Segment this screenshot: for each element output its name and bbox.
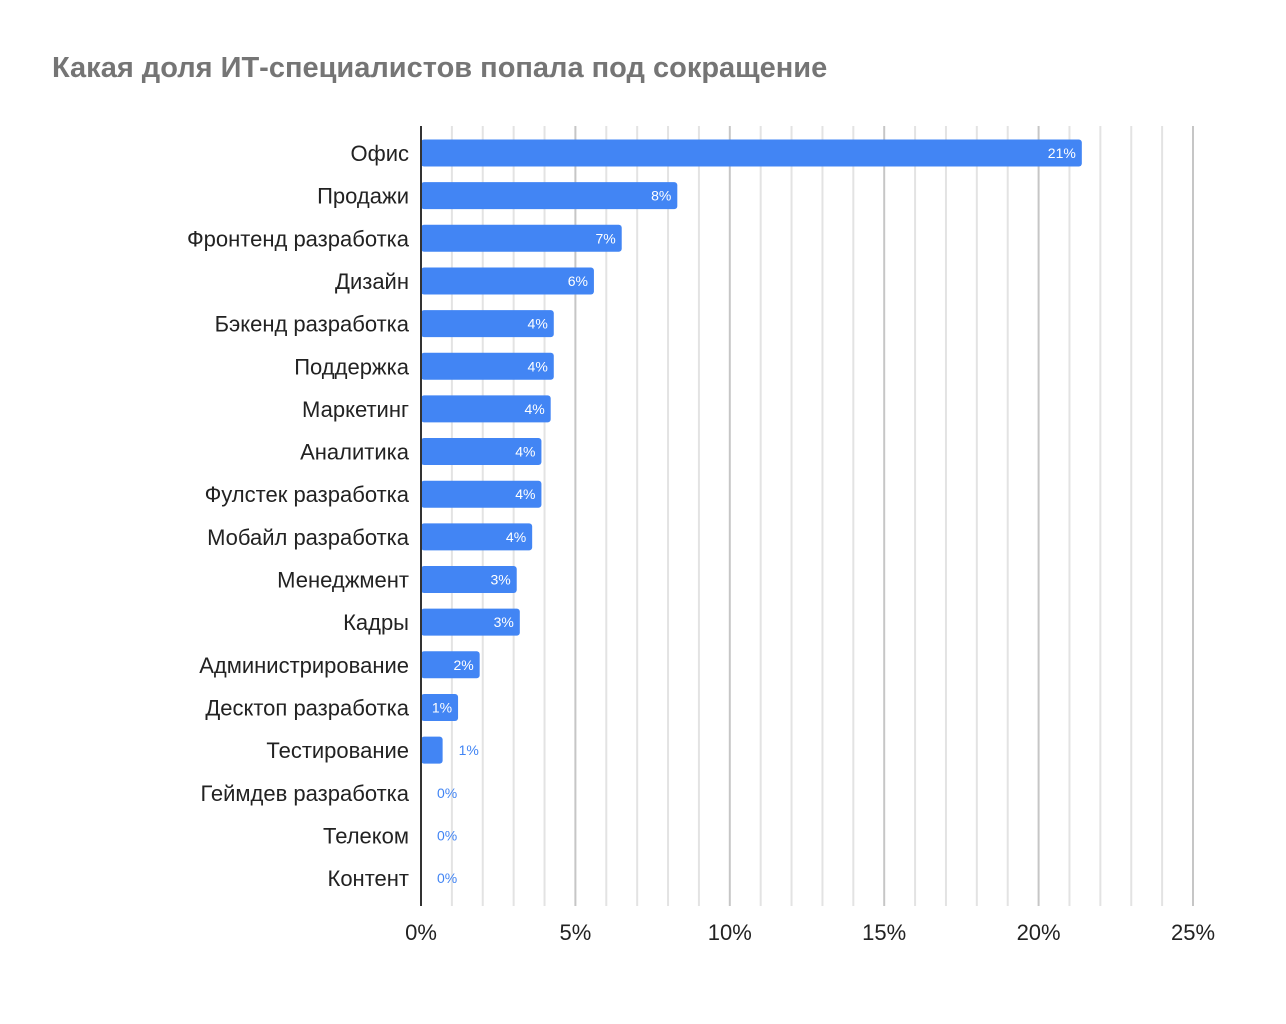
data-label: 0% <box>437 870 457 886</box>
category-label: Бэкенд разработка <box>215 312 410 337</box>
bar <box>421 310 554 338</box>
bar <box>421 608 520 636</box>
bar <box>421 480 542 508</box>
bar <box>421 224 622 252</box>
category-label: Фронтенд разработка <box>187 226 410 251</box>
data-label: 4% <box>515 486 535 502</box>
category-label: Менеджмент <box>277 568 409 593</box>
x-tick-label: 10% <box>708 920 752 945</box>
category-label: Фулстек разработка <box>205 482 410 507</box>
category-label: Дизайн <box>335 269 409 294</box>
x-tick-label: 25% <box>1171 920 1215 945</box>
data-label: 1% <box>432 699 452 715</box>
category-label: Контент <box>328 866 410 891</box>
category-label: Десктоп разработка <box>205 695 409 720</box>
data-label: 4% <box>528 316 548 332</box>
category-label: Офис <box>350 141 409 166</box>
data-label: 3% <box>490 572 510 588</box>
bar <box>421 651 480 679</box>
category-label: Продажи <box>317 184 409 209</box>
x-tick-label: 20% <box>1017 920 1061 945</box>
bar <box>421 395 551 423</box>
bar <box>421 267 594 295</box>
category-label: Телеком <box>323 823 409 848</box>
x-tick-label: 0% <box>405 920 437 945</box>
category-label: Геймдев разработка <box>200 781 409 806</box>
x-tick-label: 5% <box>560 920 592 945</box>
data-label: 1% <box>459 742 479 758</box>
category-label: Аналитика <box>300 440 410 465</box>
data-label: 6% <box>568 273 588 289</box>
category-label: Кадры <box>343 610 409 635</box>
data-label: 4% <box>506 529 526 545</box>
data-label: 8% <box>651 188 671 204</box>
data-label: 0% <box>437 827 457 843</box>
chart-title: Какая доля ИТ-специалистов попала под со… <box>52 52 828 84</box>
category-label: Тестирование <box>266 738 409 763</box>
data-label: 4% <box>515 444 535 460</box>
category-label: Мобайл разработка <box>207 525 410 550</box>
bar <box>421 352 554 380</box>
data-label: 2% <box>453 657 473 673</box>
category-label: Маркетинг <box>302 397 409 422</box>
data-label: 4% <box>524 401 544 417</box>
category-label: Администрирование <box>199 653 409 678</box>
x-tick-label: 15% <box>862 920 906 945</box>
data-label: 0% <box>437 785 457 801</box>
data-label: 3% <box>494 614 514 630</box>
bar <box>421 523 533 551</box>
bar <box>421 736 443 764</box>
bar <box>421 438 542 466</box>
data-label: 7% <box>595 230 615 246</box>
data-label: 21% <box>1048 145 1076 161</box>
category-label: Поддержка <box>294 354 410 379</box>
bar <box>421 182 678 210</box>
data-label: 4% <box>528 358 548 374</box>
bar <box>421 139 1082 167</box>
bar <box>421 566 517 593</box>
bar <box>421 693 459 721</box>
